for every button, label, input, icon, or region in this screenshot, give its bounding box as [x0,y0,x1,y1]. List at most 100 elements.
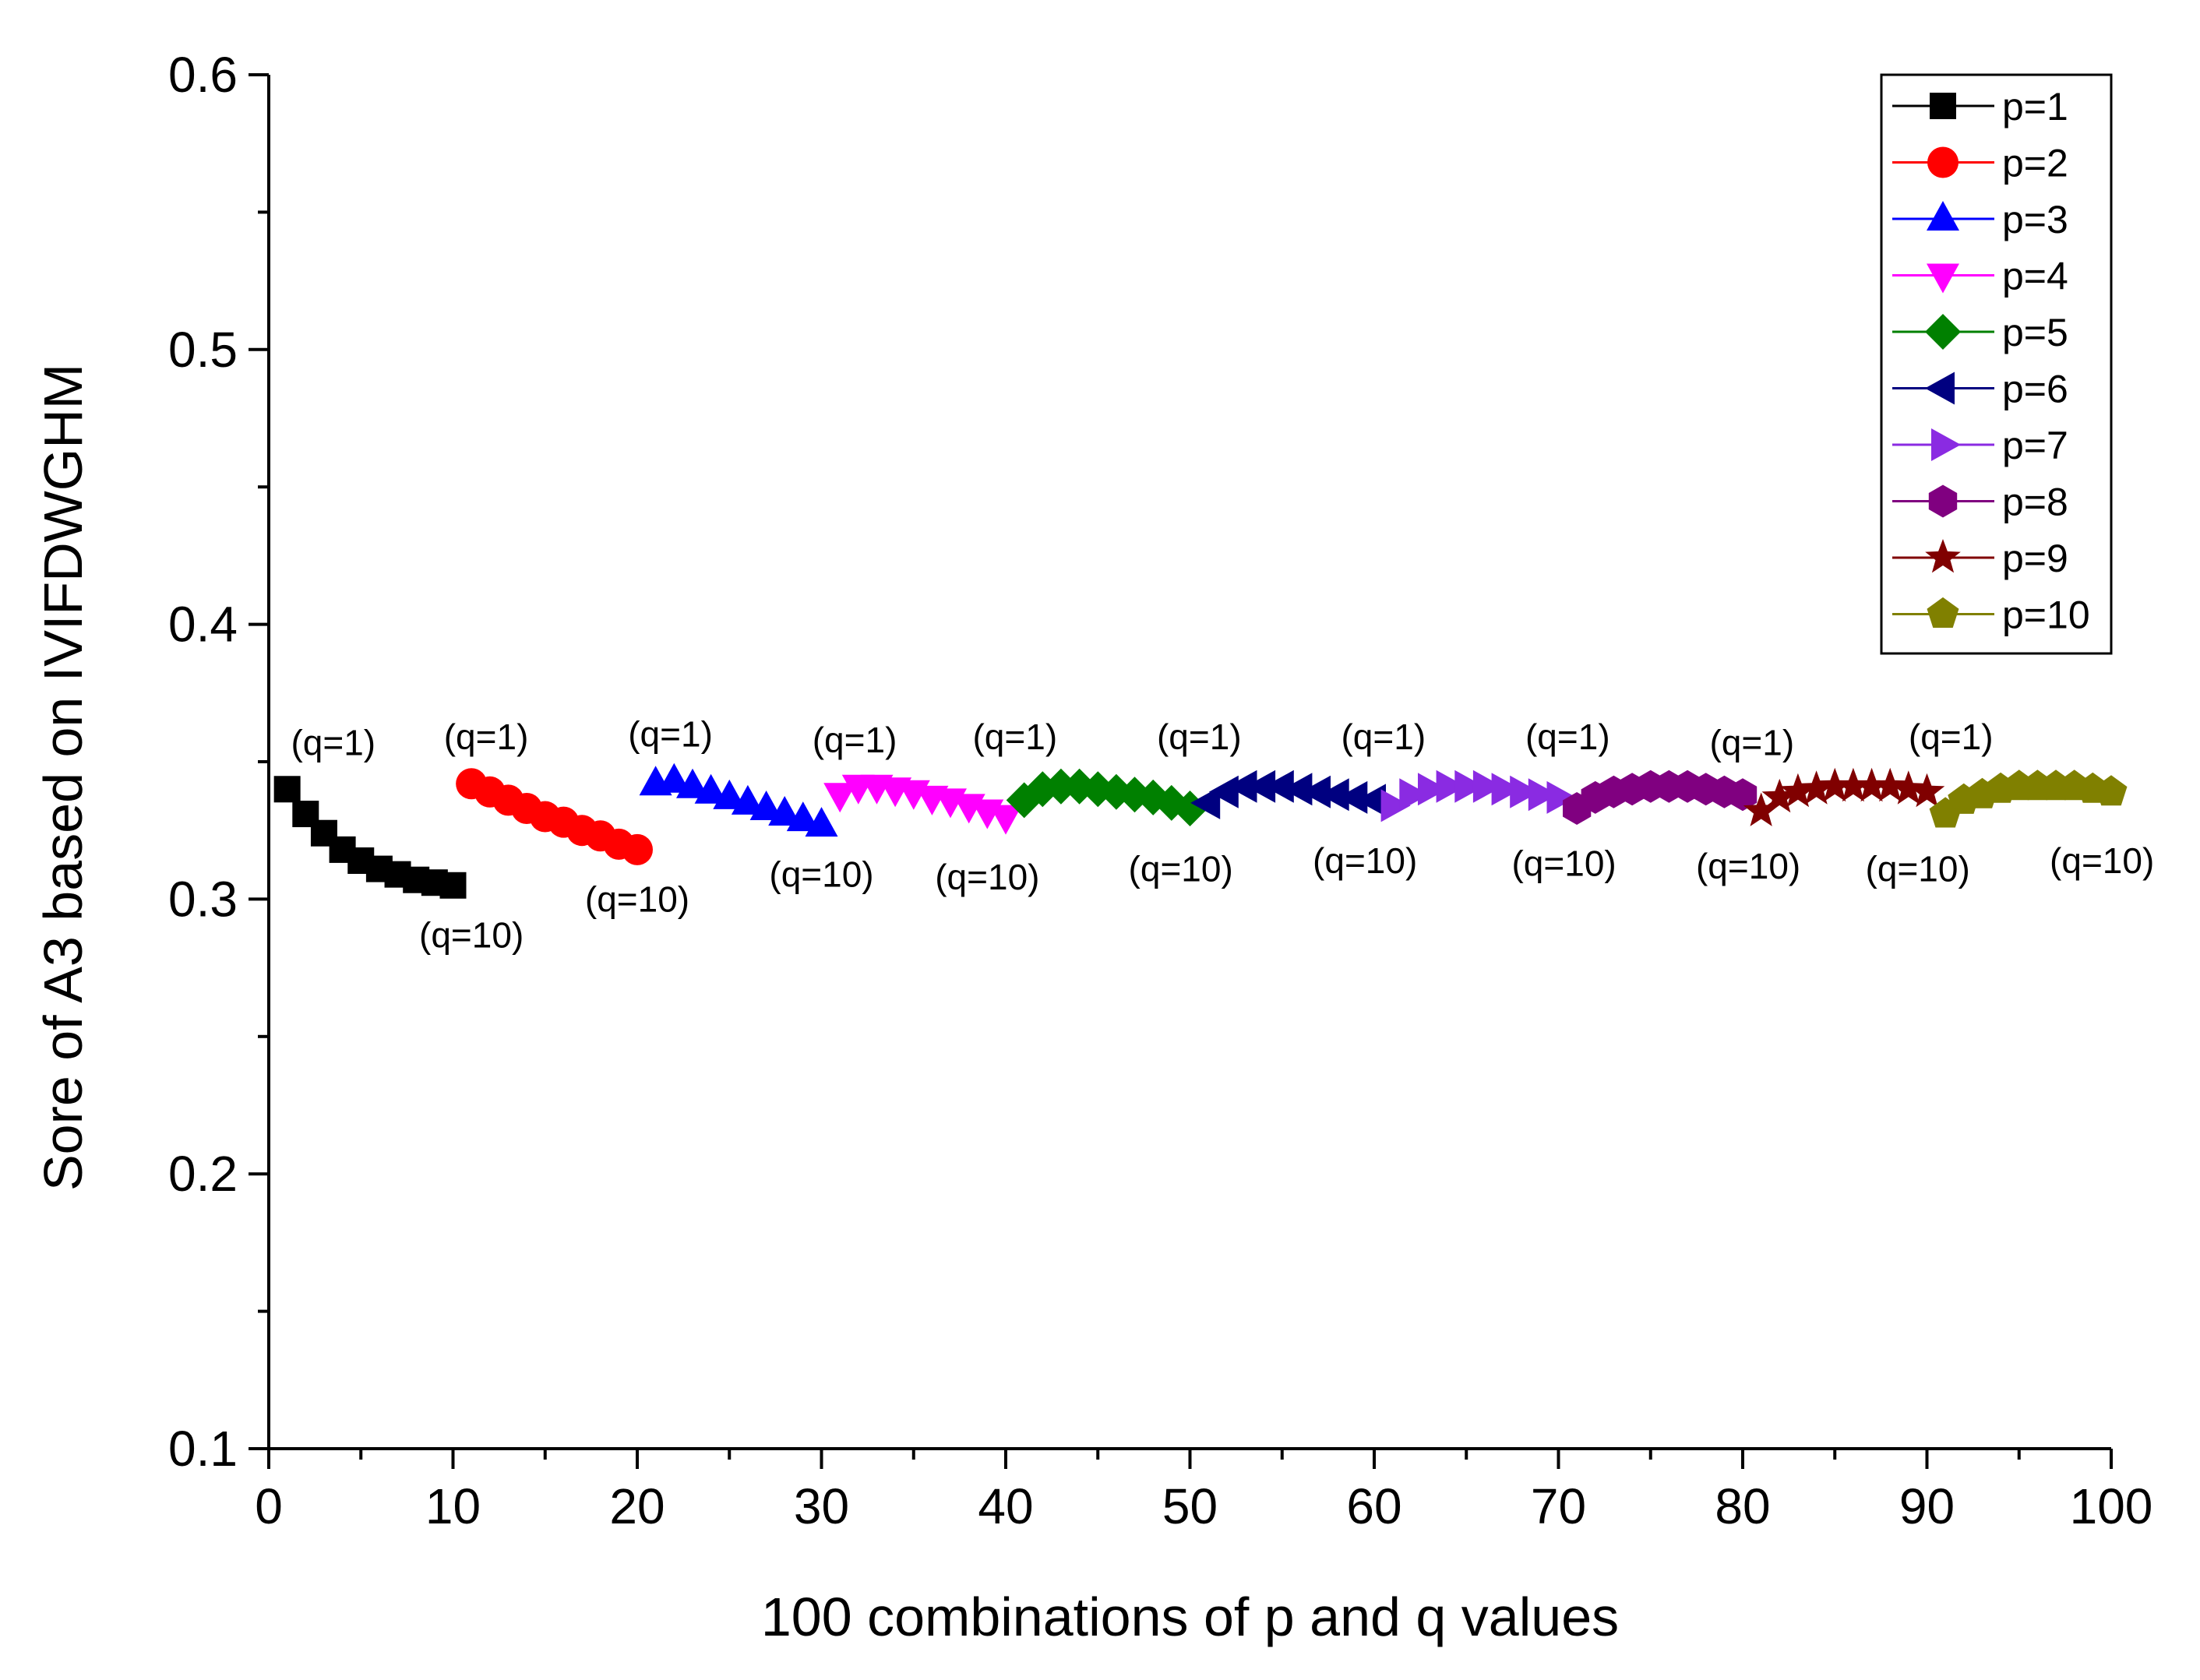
series-p-9 [1743,767,1945,826]
data-point [1246,770,1276,803]
data-point [805,807,838,837]
legend: p=1 p=2 p=3 p=4 p=5 p=6 p=7 p=8 p=9 p=10 [1880,73,2113,655]
legend-item: p=4 [1892,255,2068,298]
legend-marker [1927,263,1959,294]
data-point [768,796,802,826]
annotation-label: (q=10) [1313,840,1417,881]
data-point [1116,777,1153,813]
legend-label: p=8 [2002,481,2068,524]
legend-item: p=8 [1892,481,2068,524]
data-point [1418,773,1447,806]
annotation-label: (q=1) [813,720,897,760]
x-tick-label: 30 [794,1478,849,1534]
legend-item: p=5 [1892,311,2068,354]
annotation-label: (q=1) [1909,717,1994,757]
data-point [1436,770,1466,803]
legend-marker [1931,428,1961,461]
data-point [1282,773,1313,806]
x-axis-title: 100 combinations of p and q values [761,1587,1619,1647]
x-tick-label: 20 [609,1478,665,1534]
data-point [439,872,467,899]
data-point [658,763,691,793]
data-point [749,791,783,820]
x-tick-label: 40 [978,1478,1033,1534]
data-point [1338,780,1368,814]
annotation-label: (q=10) [1129,849,1233,889]
data-point [1761,778,1798,813]
annotation-label: (q=10) [1511,844,1616,884]
series-p-2 [456,768,653,865]
legend-label: p=6 [2002,368,2068,411]
annotation-label: (q=1) [444,717,529,757]
legend-marker [1927,146,1958,178]
annotation-label: (q=10) [2050,840,2154,881]
data-point [1798,770,1835,805]
data-point [1728,778,1758,812]
data-point [1098,773,1134,810]
data-point [1227,770,1257,803]
y-tick-label: 0.5 [168,322,238,378]
data-point [1080,771,1116,808]
data-point [1510,775,1540,808]
data-point [273,776,301,803]
legend-marker [1927,201,1959,231]
annotation-label: (q=1) [972,717,1057,757]
data-point [1546,780,1577,814]
y-tick-label: 0.2 [168,1146,238,1202]
data-point [1743,792,1779,826]
series-p-10 [1929,770,2128,828]
annotation-label: (q=10) [935,857,1039,897]
legend-item: p=6 [1892,368,2068,411]
annotation-label: (q=10) [585,879,689,919]
annotation-label: (q=1) [1341,717,1426,757]
annotation-label: (q=10) [1866,849,1970,889]
x-tick-label: 70 [1531,1478,1586,1534]
legend-label: p=9 [2002,537,2068,580]
annotation-label: (q=10) [1696,846,1800,886]
data-point [1301,775,1331,808]
x-tick-label: 80 [1715,1478,1770,1534]
annotation-label: (q=1) [1525,717,1610,757]
y-tick-label: 0.4 [168,597,238,653]
annotation-label: (q=10) [769,854,873,895]
legend-item: p=7 [1892,424,2068,467]
legend-label: p=5 [2002,311,2068,354]
x-tick-label: 90 [1899,1478,1955,1534]
annotations-layer: (q=1) (q=10) (q=1) (q=10) (q=1) (q=10) (q=1) (q… [291,714,2154,956]
series-p-6 [1190,770,1386,819]
legend-item: p=10 [1892,593,2090,637]
data-point [1454,770,1485,803]
data-point [1061,768,1098,805]
x-tick-label: 50 [1162,1478,1218,1534]
series-p-7 [1380,770,1577,822]
legend-marker [1928,484,1958,518]
legend-label: p=4 [2002,255,2068,298]
legend-label: p=1 [2002,85,2068,129]
y-tick-label: 0.6 [168,47,238,103]
legend-marker [1925,372,1955,405]
data-point [786,801,820,832]
data-point [1190,786,1221,819]
annotation-label: (q=1) [1157,717,1242,757]
data-point [2095,775,2128,806]
legend-item: p=9 [1892,537,2068,580]
legend-label: p=7 [2002,424,2068,467]
legend-item: p=3 [1892,198,2068,241]
legend-marker [1930,93,1956,119]
data-point [823,783,857,813]
legend-item: p=1 [1892,85,2068,129]
legend-label: p=10 [2002,593,2090,637]
data-point [1891,770,1927,805]
series-layer [273,763,2128,899]
y-tick-label: 0.3 [168,871,238,927]
annotation-label: (q=1) [1709,722,1794,763]
data-point [1872,767,1908,802]
annotation-label: (q=1) [291,722,375,763]
data-point [1472,770,1503,803]
series-p-1 [273,776,467,899]
data-point [1399,778,1430,812]
data-point [1042,768,1079,805]
legend-label: p=2 [2002,142,2068,185]
data-point [1491,773,1521,806]
